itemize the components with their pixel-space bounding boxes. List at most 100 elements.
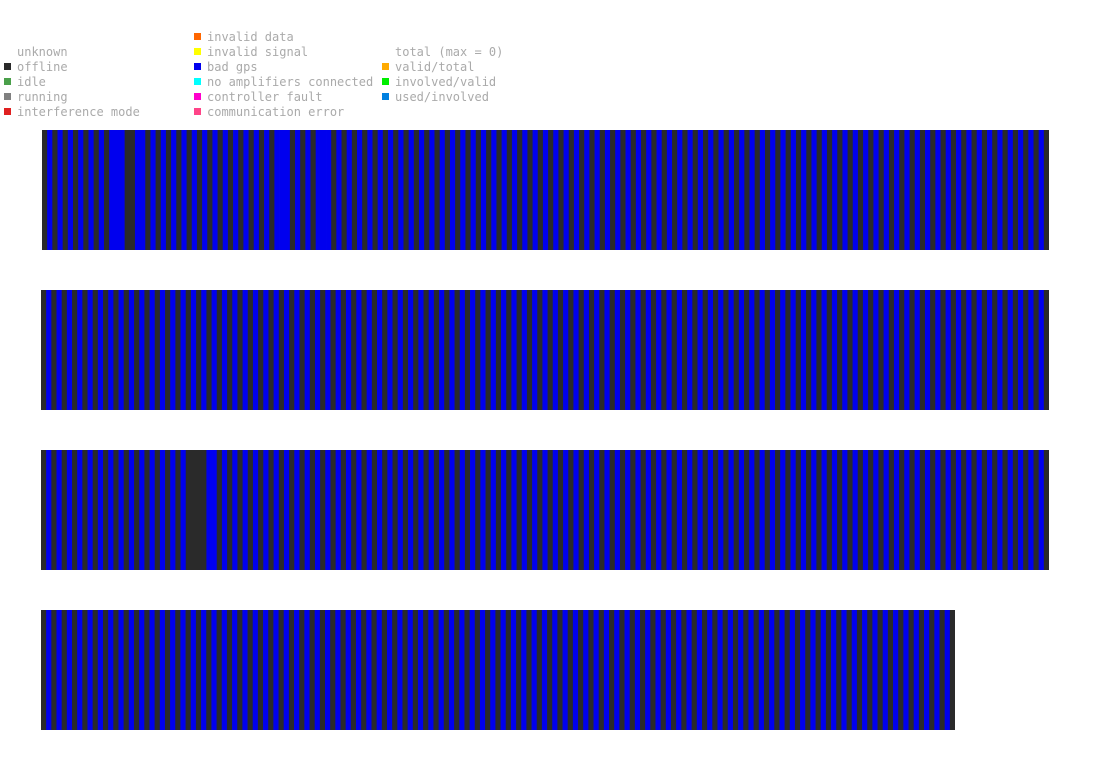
station-cell-bad-gps [118, 290, 125, 410]
station-cell-bad-gps [532, 450, 538, 570]
station-cell-bad-gps [139, 450, 145, 570]
station-cell-offline [744, 450, 750, 570]
station-cell-bad-gps [914, 450, 921, 570]
station-cell-bad-gps [634, 610, 641, 730]
station-cell-offline [176, 130, 182, 250]
station-cell-offline [51, 610, 57, 730]
station-cell-bad-gps [1017, 450, 1024, 570]
station-cell-bad-gps [666, 450, 673, 570]
station-cell-offline [630, 130, 637, 250]
station-cell-offline [92, 290, 99, 410]
station-cell-offline [671, 450, 678, 570]
station-cell-bad-gps [56, 610, 63, 730]
station-cell-offline [82, 290, 88, 410]
station-cell-offline [939, 610, 946, 730]
station-cell-offline [558, 130, 564, 250]
station-cell-offline [216, 610, 223, 730]
legend-label: total (max = 0) [395, 45, 504, 59]
station-cell-offline [129, 130, 136, 250]
station-cell-offline [41, 610, 47, 730]
station-cell-offline [930, 450, 936, 570]
station-cell-bad-gps [800, 450, 807, 570]
station-cell-offline [102, 610, 109, 730]
station-cell-offline [878, 130, 885, 250]
station-cell-bad-gps [676, 610, 682, 730]
station-cell-bad-gps [748, 610, 755, 730]
station-cell-offline [651, 130, 657, 250]
station-cell-bad-gps [273, 610, 279, 730]
station-cell-bad-gps [221, 610, 228, 730]
station-cell-offline [424, 130, 430, 250]
station-cell-bad-gps [77, 450, 83, 570]
station-cell-offline [237, 610, 243, 730]
station-cell-offline [744, 130, 750, 250]
station-cell-offline [1002, 290, 1009, 410]
station-cell-offline [393, 130, 399, 250]
station-cell-offline [930, 290, 936, 410]
station-cell-bad-gps [687, 450, 693, 570]
station-cell-offline [1043, 290, 1049, 410]
station-cell-bad-gps [294, 610, 300, 730]
station-cell-offline [981, 130, 988, 250]
station-cell-offline [784, 610, 791, 730]
station-cell-offline [113, 450, 119, 570]
station-cell-offline [806, 290, 812, 410]
station-cell-bad-gps [676, 290, 683, 410]
station-cell-bad-gps [449, 290, 455, 410]
legend-swatch [4, 78, 11, 85]
station-cell-offline [589, 130, 595, 250]
station-cell-bad-gps [108, 450, 114, 570]
station-cell-offline [175, 450, 181, 570]
station-cell-bad-gps [831, 450, 838, 570]
station-cell-offline [190, 450, 197, 570]
station-cell-bad-gps [233, 130, 239, 250]
station-cell-bad-gps [150, 130, 157, 250]
station-cell-bad-gps [397, 290, 404, 410]
station-cell-offline [71, 610, 78, 730]
station-cell-bad-gps [697, 130, 704, 250]
station-cell-offline [444, 450, 450, 570]
station-cell-offline [372, 130, 379, 250]
station-cell-bad-gps [821, 290, 828, 410]
station-cell-bad-gps [490, 290, 497, 410]
station-cell-offline [816, 130, 823, 250]
station-cell-offline [816, 450, 822, 570]
station-cell-offline [992, 130, 998, 250]
station-cell-offline [887, 610, 894, 730]
station-cell-bad-gps [221, 450, 228, 570]
station-cell-offline [465, 130, 472, 250]
station-cell-bad-gps [1028, 450, 1034, 570]
station-cell-bad-gps [439, 290, 445, 410]
station-cell-bad-gps [842, 130, 848, 250]
station-cell-bad-gps [180, 610, 186, 730]
station-cell-bad-gps [749, 290, 755, 410]
station-cell-bad-gps [842, 450, 848, 570]
station-cell-offline [537, 130, 544, 250]
station-cell-bad-gps [934, 610, 940, 730]
station-cell-offline [41, 450, 47, 570]
station-cell-bad-gps [1028, 290, 1034, 410]
station-cell-bad-gps [222, 130, 229, 250]
station-cell-offline [557, 290, 564, 410]
station-cell-bad-gps [88, 130, 95, 250]
station-cell-offline [382, 290, 388, 410]
station-cell-offline [568, 450, 574, 570]
station-cell-bad-gps [345, 290, 352, 410]
station-cell-offline [723, 130, 730, 250]
station-cell-bad-gps [521, 290, 528, 410]
station-cell-bad-gps [562, 610, 569, 730]
station-cell-offline [609, 610, 615, 730]
station-cell-bad-gps [1007, 450, 1014, 570]
station-cell-bad-gps [264, 130, 270, 250]
station-cell-bad-gps [573, 290, 579, 410]
station-cell-offline [764, 290, 771, 410]
station-cell-bad-gps [790, 290, 797, 410]
station-cell-offline [216, 450, 223, 570]
station-cell-offline [247, 450, 254, 570]
station-cell-offline [423, 610, 429, 730]
legend-label: controller fault [207, 90, 323, 104]
station-cell-bad-gps [1017, 290, 1024, 410]
station-cell-offline [103, 450, 109, 570]
station-cell-bad-gps [904, 450, 910, 570]
station-cell-bad-gps [128, 290, 135, 410]
